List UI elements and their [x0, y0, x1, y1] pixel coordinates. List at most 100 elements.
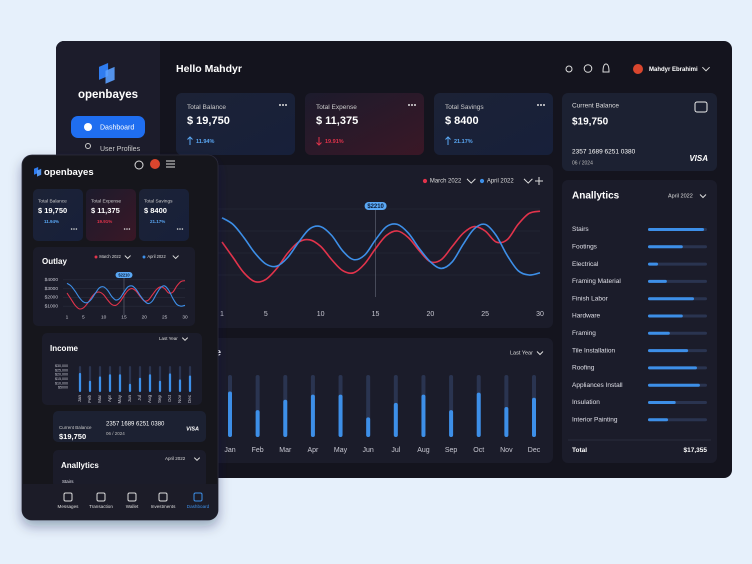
more-dot	[181, 228, 184, 230]
add-icon[interactable]	[535, 177, 543, 185]
chevron	[702, 66, 710, 72]
x-tick-label: Jan	[77, 395, 82, 403]
stat-card	[305, 93, 424, 155]
more-dot	[128, 228, 131, 230]
theme-icon[interactable]	[565, 65, 573, 73]
more-dot	[73, 228, 75, 230]
trend-arrow	[187, 136, 193, 145]
annotation-badge	[364, 202, 387, 210]
user-name: Mahdyr Ebrahimi	[649, 67, 698, 73]
tab-label[interactable]: Wallet	[126, 504, 139, 509]
x-tick-label: Jan	[224, 447, 235, 454]
legend-dot	[479, 178, 485, 184]
search-icon[interactable]	[134, 160, 144, 170]
annotation: $2210	[118, 272, 130, 277]
stat-card	[33, 189, 83, 241]
nav-icon	[84, 123, 92, 131]
more-dot	[285, 104, 287, 106]
stat-change: 19.91%	[325, 139, 344, 145]
y-tick-label: $2000	[45, 295, 59, 301]
total-label: Total	[572, 447, 587, 454]
tab-icon	[193, 492, 203, 502]
bar	[168, 373, 172, 392]
card-expiry: 06 / 2024	[572, 160, 593, 166]
category-label: Finish Labor	[572, 295, 609, 302]
chevron	[181, 337, 189, 342]
bar	[648, 262, 659, 266]
bar	[338, 394, 343, 437]
bar	[648, 349, 689, 353]
category-label: Appliances Install	[572, 382, 623, 389]
stat-card	[139, 189, 189, 241]
bar	[504, 407, 509, 437]
x-tick-label: 10	[317, 311, 325, 318]
bar	[108, 374, 112, 392]
chevron	[172, 255, 179, 260]
series-line	[221, 217, 541, 276]
x-tick-label: Apr	[307, 447, 319, 454]
bar	[88, 380, 92, 392]
category-label: Roofing	[572, 365, 595, 372]
more-dot	[537, 104, 539, 106]
tab-label[interactable]: Investments	[151, 504, 176, 509]
category-label: Tile Installation	[572, 347, 615, 354]
bar	[128, 383, 132, 392]
menu-icon[interactable]	[166, 160, 175, 168]
panel-title: Anallytics	[572, 191, 620, 202]
category-label: Framing	[572, 330, 596, 337]
bar	[228, 391, 232, 437]
stat-card	[176, 93, 295, 155]
bar-track	[648, 262, 707, 266]
chevron	[466, 178, 476, 184]
y-tick-label: $10,000	[55, 381, 68, 385]
bell-icon[interactable]	[602, 63, 610, 73]
x-tick-label: 25	[162, 314, 168, 320]
more-dot	[126, 228, 128, 230]
balance-card	[53, 411, 206, 442]
brand: openbayes	[78, 89, 138, 101]
analytics-panel	[562, 180, 717, 463]
x-tick-label: 25	[481, 311, 489, 318]
bar	[449, 410, 454, 437]
balance-amount: $19,750	[59, 432, 86, 441]
y-tick-label: $1000	[45, 303, 59, 309]
income-panel	[42, 333, 202, 405]
tab-label[interactable]: Transaction	[89, 504, 113, 509]
nav-item[interactable]: Dashboard	[100, 124, 134, 131]
card-number: 2357 1689 6251 0380	[572, 149, 636, 156]
more-dot	[176, 228, 179, 230]
period: Last Year	[159, 336, 178, 341]
y-tick-label: $30,000	[55, 364, 68, 368]
bar	[648, 331, 670, 335]
nav-item[interactable]: User Profiles	[100, 146, 141, 153]
more-dot	[179, 228, 181, 230]
tab-label[interactable]: Dashboard	[187, 504, 210, 509]
bar	[476, 392, 481, 437]
legend-label: March 2022	[430, 179, 461, 185]
category-label: Hardware	[572, 313, 601, 320]
bar	[118, 374, 122, 392]
x-tick-label: Jun	[127, 395, 132, 403]
stat-change: 11.94%	[196, 139, 214, 145]
balance-card	[562, 93, 717, 171]
bar	[648, 297, 695, 301]
tab-label[interactable]: Messages	[58, 504, 80, 509]
stat-change: 21.17%	[454, 139, 473, 145]
bar	[648, 401, 676, 404]
x-tick-label: Dec	[187, 394, 192, 403]
bar	[283, 399, 288, 437]
total-value: $17,355	[684, 447, 708, 454]
x-tick-label: Jul	[137, 395, 142, 401]
y-tick-label: $4000	[45, 277, 59, 283]
chevron	[124, 255, 131, 260]
bar	[648, 279, 667, 283]
search-icon[interactable]	[583, 64, 593, 73]
x-tick-label: 1	[220, 311, 224, 318]
logo-icon	[105, 66, 115, 84]
legend-dot	[94, 255, 98, 259]
more-dot	[70, 228, 73, 230]
chip-icon	[694, 101, 708, 113]
legend-label: March 2022	[99, 254, 121, 259]
analytics-panel	[53, 450, 206, 488]
balance-amount: $19,750	[572, 117, 609, 128]
